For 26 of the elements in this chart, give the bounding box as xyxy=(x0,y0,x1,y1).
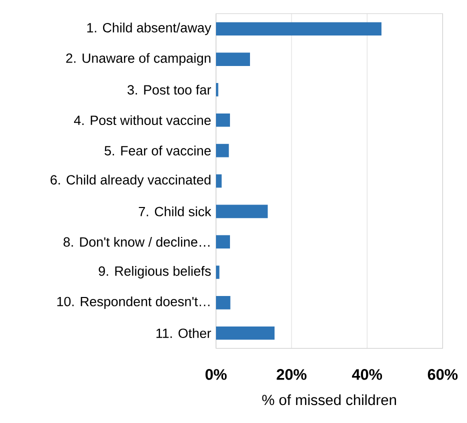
bar xyxy=(216,235,230,249)
x-axis-title: % of missed children xyxy=(262,394,396,406)
bar xyxy=(216,113,230,127)
x-tick-label: 40% xyxy=(352,369,382,380)
x-tick-label: 20% xyxy=(276,369,306,380)
bar xyxy=(216,52,250,66)
bar xyxy=(216,296,230,310)
y-tick-label: 9. Religious beliefs xyxy=(98,266,211,278)
y-tick-label: 4. Post without vaccine xyxy=(74,115,211,126)
x-tick-label: 0% xyxy=(206,369,227,380)
bar xyxy=(216,144,229,158)
bar xyxy=(216,22,382,36)
bar xyxy=(216,174,222,188)
bar xyxy=(216,266,220,279)
y-tick-label: 7. Child sick xyxy=(138,206,212,216)
bar xyxy=(216,204,268,218)
y-tick-label: 6. Child already vaccinated xyxy=(50,174,210,188)
y-tick-label: 1. Child absent/away xyxy=(87,22,212,36)
y-tick-label: 3. Post too far xyxy=(128,84,212,95)
y-tick-label: 11. Other xyxy=(156,328,212,338)
y-tick-label: 5. Fear of vaccine xyxy=(104,146,211,156)
y-tick-label: 8. Don't know / decline… xyxy=(64,236,210,247)
y-tick-label: 10. Respondent doesn't… xyxy=(57,296,210,309)
bar xyxy=(216,326,275,340)
x-tick-label: 60% xyxy=(428,369,458,380)
y-tick-label: 2. Unaware of campaign xyxy=(66,53,210,66)
